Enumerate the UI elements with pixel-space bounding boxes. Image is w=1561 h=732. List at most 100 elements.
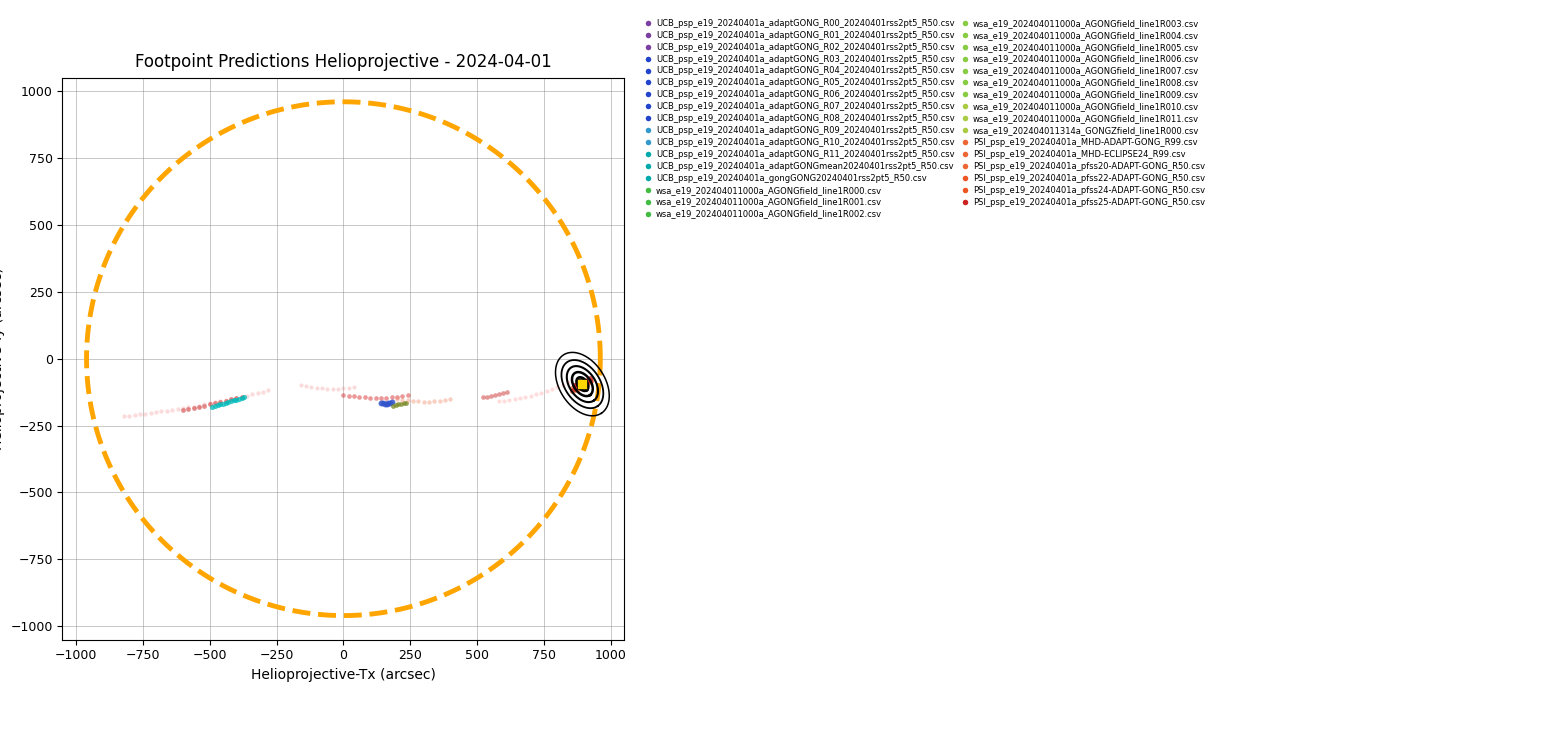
Point bbox=[331, 389, 356, 400]
Title: Footpoint Predictions Helioprojective - 2024-04-01: Footpoint Predictions Helioprojective - … bbox=[136, 53, 551, 70]
Point bbox=[128, 408, 153, 420]
Point bbox=[567, 381, 592, 393]
Point bbox=[214, 395, 239, 406]
Point bbox=[529, 386, 554, 398]
Point bbox=[233, 392, 258, 403]
Point bbox=[203, 397, 228, 408]
Point bbox=[289, 380, 314, 392]
Point bbox=[353, 392, 378, 403]
Point bbox=[245, 387, 270, 399]
Point bbox=[478, 390, 503, 402]
Point bbox=[576, 376, 601, 388]
Point bbox=[560, 385, 585, 397]
Point bbox=[357, 392, 382, 404]
Point bbox=[251, 386, 276, 397]
Point bbox=[326, 383, 351, 395]
Point bbox=[578, 374, 603, 386]
Point bbox=[364, 392, 389, 404]
X-axis label: Helioprojective-Tx (arcsec): Helioprojective-Tx (arcsec) bbox=[251, 668, 436, 682]
Point bbox=[545, 381, 570, 392]
Point bbox=[439, 394, 464, 406]
Point bbox=[518, 390, 543, 402]
Point bbox=[492, 395, 517, 407]
Point bbox=[482, 389, 507, 401]
Point bbox=[226, 393, 251, 405]
Point bbox=[240, 389, 265, 400]
Point bbox=[564, 383, 588, 395]
Point bbox=[368, 397, 393, 408]
Point bbox=[570, 381, 595, 392]
Point bbox=[570, 377, 595, 389]
Point bbox=[176, 403, 201, 414]
Point bbox=[560, 380, 585, 392]
Point bbox=[570, 378, 595, 390]
Point bbox=[320, 383, 345, 395]
Point bbox=[211, 397, 236, 409]
Point bbox=[382, 399, 407, 411]
Point bbox=[347, 391, 372, 403]
Point bbox=[170, 403, 195, 415]
Point bbox=[219, 393, 244, 405]
Point bbox=[373, 397, 398, 409]
Point bbox=[165, 403, 190, 415]
Point bbox=[208, 399, 233, 411]
Point bbox=[170, 403, 195, 414]
Point bbox=[342, 390, 367, 402]
Point bbox=[564, 378, 588, 390]
Point bbox=[336, 381, 361, 393]
Point bbox=[139, 407, 164, 419]
Point bbox=[562, 384, 587, 396]
Point bbox=[490, 387, 515, 399]
Point bbox=[378, 397, 403, 408]
Point bbox=[204, 400, 229, 411]
Point bbox=[192, 400, 217, 411]
Point bbox=[379, 396, 404, 408]
Point bbox=[223, 394, 248, 406]
Point bbox=[315, 383, 340, 395]
Point bbox=[573, 378, 598, 390]
Point bbox=[370, 397, 395, 409]
Point bbox=[534, 385, 559, 397]
Point bbox=[200, 401, 225, 413]
Point bbox=[214, 397, 239, 408]
Point bbox=[406, 395, 431, 407]
Point bbox=[428, 395, 453, 407]
Point bbox=[571, 378, 596, 389]
Point bbox=[395, 395, 420, 406]
Point bbox=[389, 398, 414, 410]
Point bbox=[144, 406, 169, 418]
Point bbox=[256, 384, 281, 396]
Point bbox=[208, 395, 233, 407]
Point bbox=[551, 378, 576, 390]
Point bbox=[556, 377, 581, 389]
Point bbox=[523, 389, 548, 400]
Point bbox=[540, 383, 565, 395]
Point bbox=[573, 378, 598, 389]
Point bbox=[375, 397, 400, 409]
Legend: UCB_psp_e19_20240401a_adaptGONG_R00_20240401rss2pt5_R50.csv, UCB_psp_e19_2024040: UCB_psp_e19_20240401a_adaptGONG_R00_2024… bbox=[645, 19, 1205, 218]
Point bbox=[560, 382, 585, 394]
Point bbox=[197, 398, 222, 410]
Point bbox=[222, 395, 247, 406]
Point bbox=[342, 381, 367, 392]
Point bbox=[574, 374, 599, 386]
Point bbox=[470, 392, 495, 403]
Point bbox=[223, 392, 248, 404]
Point bbox=[111, 411, 136, 422]
Point bbox=[186, 400, 211, 412]
Point bbox=[133, 408, 158, 419]
Point bbox=[475, 391, 500, 403]
Point bbox=[203, 400, 228, 412]
Point bbox=[565, 383, 590, 395]
Point bbox=[381, 400, 406, 411]
Point bbox=[495, 386, 520, 398]
Point bbox=[215, 396, 240, 408]
Point bbox=[393, 397, 418, 408]
Point bbox=[148, 406, 173, 417]
Point bbox=[578, 373, 603, 384]
Point bbox=[568, 380, 593, 392]
Point bbox=[503, 394, 528, 406]
Point bbox=[384, 391, 409, 403]
Point bbox=[203, 397, 228, 409]
Point bbox=[373, 392, 398, 404]
